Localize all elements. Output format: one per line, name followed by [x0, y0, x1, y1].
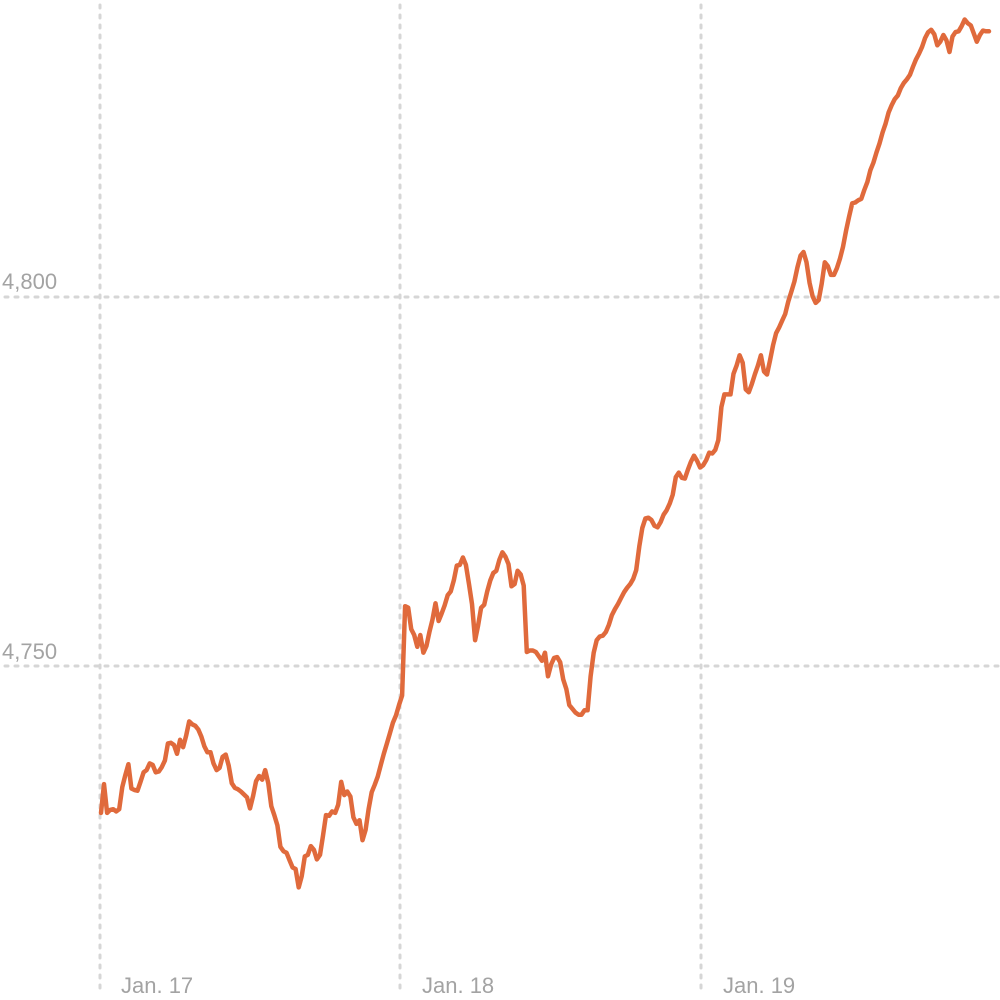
y-tick-label-4800: 4,800	[2, 269, 57, 294]
x-gridlines	[98, 3, 703, 997]
y-gridlines	[3, 295, 1000, 668]
y-tick-label-4750: 4,750	[2, 639, 57, 664]
series-line-0	[98, 17, 992, 890]
x-tick-label-jan-17: Jan. 17	[121, 973, 193, 998]
x-tick-label-jan-18: Jan. 18	[422, 973, 494, 998]
x-tick-label-jan-19: Jan. 19	[723, 973, 795, 998]
series-layer	[98, 17, 992, 890]
